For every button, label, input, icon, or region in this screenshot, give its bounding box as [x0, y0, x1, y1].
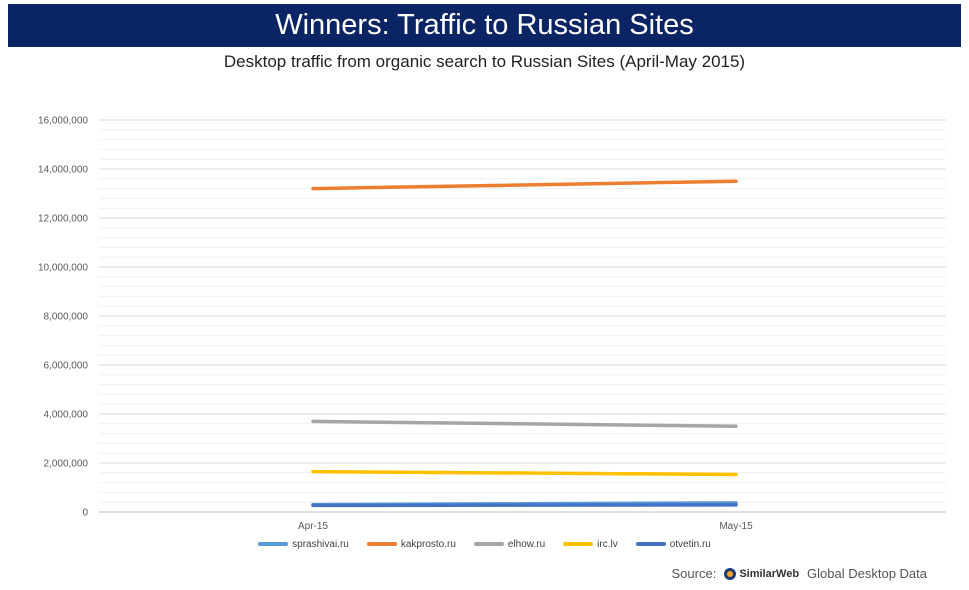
legend-item: irc.lv	[563, 539, 618, 550]
y-tick-label: 6,000,000	[44, 361, 89, 372]
legend-swatch	[635, 542, 666, 546]
chart-subtitle: Desktop traffic from organic search to R…	[223, 52, 746, 71]
legend-label: elhow.ru	[507, 538, 546, 550]
y-tick-label: 12,000,000	[38, 214, 88, 225]
similarweb-logo-icon	[724, 567, 737, 580]
legend-swatch	[563, 542, 594, 546]
legend-item: otvetin.ru	[635, 538, 711, 550]
x-tick-label: May-15	[719, 521, 753, 532]
grid-lines	[99, 119, 946, 513]
y-tick-label: 0	[82, 508, 88, 519]
x-axis: Apr-15 May-15	[298, 521, 753, 532]
series-line-kakprosto-ru	[311, 179, 738, 191]
legend-item: elhow.ru	[473, 538, 546, 550]
source-note: Source: SimilarWeb Global Desktop Data	[672, 566, 927, 581]
series-lines	[311, 179, 738, 508]
source-text: Global Desktop Data	[807, 566, 927, 581]
y-tick-label: 8,000,000	[44, 312, 89, 323]
series-line-otvetin-ru	[311, 503, 738, 508]
series-line-irc-lv	[311, 469, 738, 477]
title-banner: Winners: Traffic to Russian Sites	[8, 4, 961, 47]
y-tick-label: 14,000,000	[38, 165, 88, 176]
legend-label: kakprosto.ru	[400, 538, 456, 550]
legend-swatch	[473, 542, 504, 546]
legend-item: kakprosto.ru	[366, 538, 456, 550]
y-tick-label: 10,000,000	[38, 263, 88, 274]
source-label: Source:	[671, 566, 717, 581]
y-axis: 0 2,000,000 4,000,000 6,000,000 8,000,000 10,…	[38, 116, 89, 519]
y-tick-label: 16,000,000	[38, 116, 88, 127]
legend: sprashivai.ru kakprosto.ru elhow.ru irc.lv o…	[0, 537, 969, 551]
y-tick-label: 4,000,000	[44, 410, 89, 421]
similarweb-logo: SimilarWeb	[724, 567, 800, 580]
x-tick-label: Apr-15	[298, 521, 328, 532]
legend-label: irc.lv	[597, 538, 618, 550]
legend-item: sprashivai.ru	[258, 539, 349, 550]
legend-label: otvetin.ru	[669, 538, 711, 550]
chart-title: Winners: Traffic to Russian Sites	[275, 9, 694, 41]
legend-swatch	[366, 542, 397, 546]
brand-name: SimilarWeb	[739, 567, 800, 580]
legend-swatch	[258, 542, 289, 546]
legend-label: sprashivai.ru	[292, 538, 349, 550]
y-tick-label: 2,000,000	[44, 459, 89, 470]
series-line-elhow-ru	[311, 419, 738, 429]
